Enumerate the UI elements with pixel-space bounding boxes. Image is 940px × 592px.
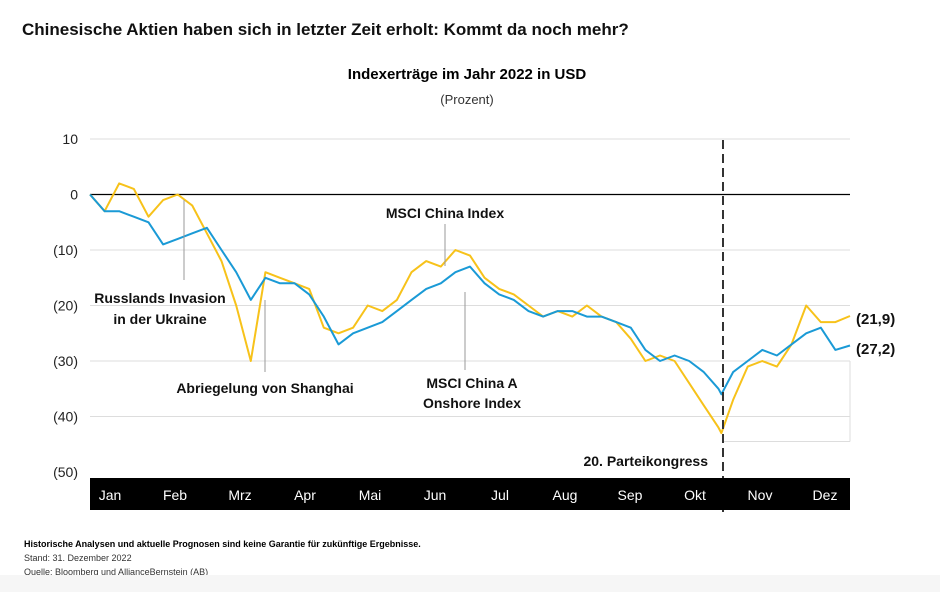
x-tick-label: Okt	[684, 487, 706, 503]
source-note: Quelle: Bloomberg und AllianceBernstein …	[24, 567, 209, 577]
y-tick-label: (10)	[53, 242, 78, 258]
series-line-china-a-onshore	[89, 193, 851, 396]
x-tick-label: Feb	[163, 487, 187, 503]
y-tick-label: 10	[62, 131, 78, 147]
x-tick-label: Mai	[359, 487, 382, 503]
end-label-china-a: (27,2)	[856, 341, 895, 358]
month-axis-bar	[90, 478, 850, 510]
y-tick-label: (30)	[53, 353, 78, 369]
annotation-china-a-2: Onshore Index	[423, 395, 521, 411]
x-tick-label: Jun	[424, 487, 447, 503]
end-label-china-index: (21,9)	[856, 311, 895, 328]
annotation-party: 20. Parteikongress	[583, 453, 708, 469]
annotation-invasion-1: Russlands Invasion	[94, 290, 225, 306]
x-tick-label: Sep	[618, 487, 643, 503]
annotation-invasion-2: in der Ukraine	[113, 311, 207, 327]
date-note: Stand: 31. Dezember 2022	[24, 553, 132, 563]
chart-subtitle: (Prozent)	[440, 92, 494, 107]
x-tick-label: Dez	[813, 487, 838, 503]
y-tick-label: 0	[70, 187, 78, 203]
y-tick-label: (40)	[53, 409, 78, 425]
x-tick-label: Aug	[553, 487, 578, 503]
y-tick-label: (50)	[53, 464, 78, 480]
annotation-shanghai: Abriegelung von Shanghai	[176, 380, 353, 396]
x-tick-label: Jul	[491, 487, 509, 503]
headline: Chinesische Aktien haben sich in letzter…	[22, 20, 629, 39]
y-tick-label: (20)	[53, 298, 78, 314]
x-tick-label: Nov	[748, 487, 773, 503]
x-tick-label: Jan	[99, 487, 122, 503]
x-tick-label: Mrz	[228, 487, 251, 503]
bottom-strip	[0, 575, 940, 592]
disclaimer: Historische Analysen und aktuelle Progno…	[24, 539, 421, 549]
chart-title: Indexerträge im Jahr 2022 in USD	[347, 66, 587, 83]
annotation-china-a-1: MSCI China A	[426, 375, 517, 391]
x-tick-label: Apr	[294, 487, 316, 503]
annotation-china-index: MSCI China Index	[386, 205, 504, 221]
